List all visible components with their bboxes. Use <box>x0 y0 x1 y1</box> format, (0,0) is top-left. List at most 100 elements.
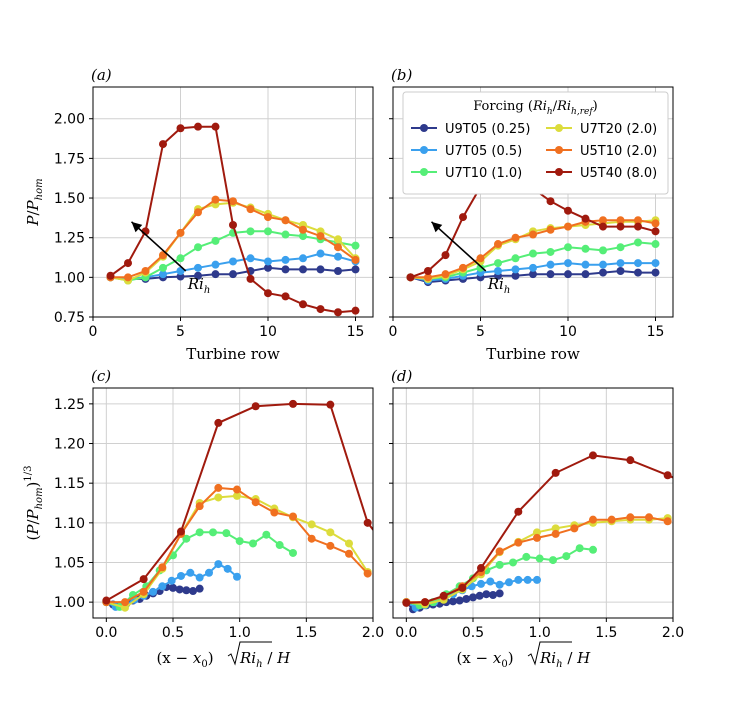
panel-d-point-2-8 <box>509 558 517 567</box>
panel-a-point-5-8 <box>246 274 255 283</box>
panel-c-ylabel: (P/Phom)1/3 <box>23 465 45 540</box>
panel-c-point-2-6 <box>182 534 191 543</box>
panel-c-point-4-10 <box>289 512 297 521</box>
panel-a-xtick-label-1: 5 <box>176 324 185 340</box>
panel-b-point-1-13 <box>634 259 642 268</box>
panel-a-point-4-6 <box>211 195 220 204</box>
panel-b-point-2-11 <box>599 246 607 255</box>
panel-a-point-2-3 <box>159 263 167 272</box>
axes-layer: 0 5 10 150.751.001.251.501.752.00(a)Turbine… <box>23 66 684 670</box>
panel-c-ytick-label-3: 1.15 <box>54 476 85 492</box>
panel-c-point-1-12 <box>214 560 223 569</box>
panel-a-point-2-6 <box>211 236 220 245</box>
panel-a-point-5-6 <box>211 122 220 131</box>
panel-c-point-0-14 <box>195 584 204 593</box>
panel-d-point-2-12 <box>562 552 571 561</box>
panel-c-point-5-7 <box>363 518 372 527</box>
panel-c-point-3-6 <box>214 493 223 502</box>
legend-marker-4 <box>555 146 563 154</box>
panel-b-point-2-8 <box>546 247 555 256</box>
panel-a-point-4-10 <box>281 216 290 225</box>
panel-d-point-1-13 <box>523 575 532 584</box>
panel-b-point-0-11 <box>599 268 607 277</box>
panel-c-point-4-2 <box>139 587 148 596</box>
panel-b-point-0-12 <box>616 267 625 275</box>
panel-c-point-5-1 <box>139 575 148 584</box>
panel-a-ytick-label-5: 2.00 <box>54 112 85 128</box>
panel-c-point-1-9 <box>186 568 195 577</box>
panel-b-xtick-label-0: 0 <box>389 324 398 340</box>
panel-a-point-4-14 <box>351 255 360 264</box>
panel-a-point-5-1 <box>124 259 132 268</box>
panel-c-point-4-12 <box>326 541 335 550</box>
panel-d-xlabel: (x − x0) Rih / H <box>456 641 591 670</box>
panel-a-label: (a) <box>91 66 112 84</box>
panel-d-point-4-9 <box>570 524 579 533</box>
panel-a-point-5-11 <box>299 300 307 309</box>
panel-d-point-5-4 <box>477 564 485 573</box>
legend-marker-2 <box>420 168 428 176</box>
panel-d-point-3-8 <box>551 524 560 533</box>
panel-b-point-0-8 <box>546 270 555 279</box>
panel-a-annotation-arrow <box>130 221 187 272</box>
panel-d-point-4-14 <box>663 517 672 526</box>
panel-b-point-2-9 <box>564 243 572 252</box>
panel-b-annotation-label: Rih <box>487 275 511 296</box>
panel-c-sqrt-icon <box>227 641 272 666</box>
panel-d-point-1-11 <box>505 578 513 587</box>
panel-b-point-0-6 <box>511 271 520 280</box>
panel-d-xlabel-tail: Rih / H <box>539 649 591 670</box>
panel-b-point-1-9 <box>564 259 572 268</box>
panel-c-point-4-1 <box>121 598 129 607</box>
panel-b-point-0-13 <box>634 268 642 277</box>
panel-b-point-4-6 <box>511 233 520 242</box>
panel-c-point-4-5 <box>195 502 204 511</box>
panel-c-point-5-8 <box>382 543 390 551</box>
panel-c-point-2-13 <box>275 541 284 550</box>
panel-d-point-2-9 <box>522 552 531 561</box>
panel-d-point-1-9 <box>486 577 495 586</box>
panel-a-xlabel: Turbine row <box>186 345 280 363</box>
panel-c-xtick-label-3: 1.5 <box>295 625 317 641</box>
panel-b-point-5-11 <box>599 222 607 231</box>
panel-b-frame <box>392 86 674 318</box>
panel-c-point-3-1 <box>121 603 129 612</box>
panel-b-point-2-7 <box>529 249 537 258</box>
panel-c-point-1-7 <box>167 576 176 585</box>
panel-a-xtick-label-3: 15 <box>347 324 365 340</box>
panel-a-point-4-13 <box>334 243 342 252</box>
panel-c-point-5-2 <box>177 527 185 536</box>
panel-d-point-2-14 <box>589 545 597 554</box>
panel-c-point-2-9 <box>222 529 231 538</box>
panel-d-xtick-label-3: 1.5 <box>595 625 617 641</box>
panel-b-point-1-6 <box>511 265 520 274</box>
panel-d-point-5-3 <box>458 583 467 592</box>
panel-d-point-2-13 <box>575 544 584 553</box>
panel-d-point-1-14 <box>533 575 541 584</box>
panel-b-point-4-11 <box>599 216 607 225</box>
panel-d-point-0-11 <box>475 591 484 600</box>
panel-d-point-0-13 <box>489 591 497 599</box>
panel-c-ytick-label-2: 1.10 <box>54 516 85 532</box>
panel-c-point-0-11 <box>175 585 184 594</box>
panel-d-label: (d) <box>391 367 412 385</box>
panel-d-point-2-11 <box>549 556 557 565</box>
panel-c-point-4-14 <box>363 569 372 578</box>
panel-b-point-5-9 <box>564 206 572 215</box>
panel-a-point-4-5 <box>194 208 202 217</box>
panel-b-label: (b) <box>391 66 412 84</box>
panel-b-arrowhead-icon <box>431 221 443 233</box>
panel-a-point-1-5 <box>194 263 202 272</box>
panel-b-point-2-5 <box>494 259 502 268</box>
panel-c-point-3-13 <box>345 539 353 548</box>
panel-c-point-3-12 <box>326 528 335 537</box>
panel-a-point-1-7 <box>229 257 237 266</box>
panel-a-series <box>106 122 360 317</box>
panel-b-point-4-14 <box>651 219 660 228</box>
panel-d-line-5 <box>406 454 673 604</box>
panel-d-point-4-12 <box>626 513 635 522</box>
panel-a-point-5-5 <box>194 122 202 131</box>
panel-b-point-0-7 <box>529 270 537 279</box>
panel-a-point-0-9 <box>264 263 272 272</box>
legend-marker-3 <box>555 124 563 132</box>
